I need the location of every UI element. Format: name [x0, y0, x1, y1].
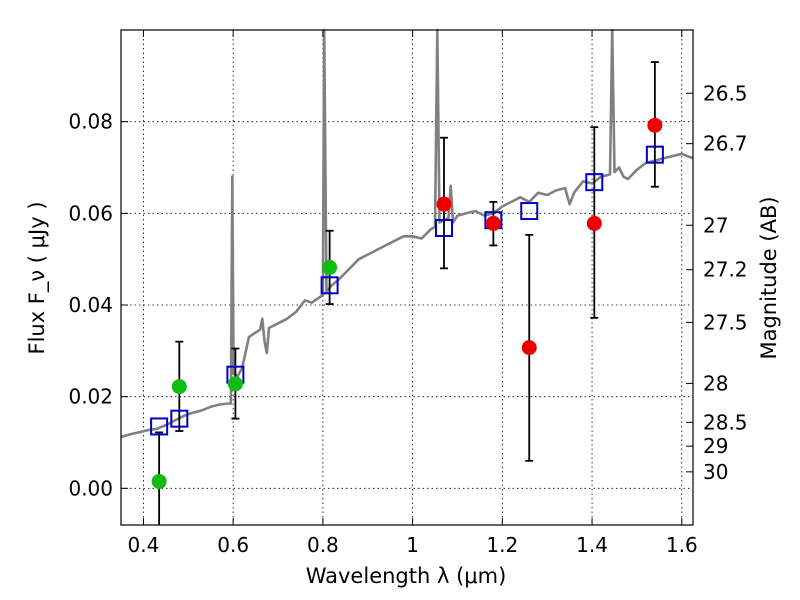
y-tick-label: 0.00 — [68, 476, 113, 500]
mag-tick-label: 27.2 — [703, 258, 748, 282]
y-axis-right-label: Magnitude (AB) — [757, 196, 781, 359]
mag-tick-label: 27.5 — [703, 310, 748, 334]
x-tick-label: 0.4 — [128, 533, 160, 557]
green-point — [151, 473, 167, 489]
mag-tick-label: 27 — [703, 213, 728, 237]
x-tick-label: 0.6 — [217, 533, 249, 557]
plot-frame — [120, 29, 694, 526]
x-tick-label: 0.8 — [307, 533, 339, 557]
mag-tick-label: 30 — [703, 460, 728, 484]
y-tick-label: 0.06 — [68, 201, 113, 225]
model-square — [150, 417, 169, 436]
model-square — [585, 173, 604, 192]
mag-tick-label: 28 — [703, 371, 728, 395]
red-point — [586, 215, 602, 231]
x-tick-label: 1.2 — [486, 533, 518, 557]
model-square — [645, 145, 664, 164]
model-square — [320, 276, 339, 295]
model-square — [520, 202, 539, 221]
x-tick-label: 1.4 — [576, 533, 608, 557]
red-point — [436, 196, 452, 212]
model-square — [170, 409, 189, 428]
markers — [150, 61, 664, 525]
y-tick-label: 0.04 — [68, 293, 113, 317]
mag-tick-label: 26.7 — [703, 132, 748, 156]
mag-tick-label: 28.5 — [703, 410, 748, 434]
grid — [121, 30, 693, 525]
x-tick-label: 1 — [406, 533, 419, 557]
green-point — [322, 259, 338, 275]
red-point — [485, 215, 501, 231]
sed-curve — [120, 28, 694, 439]
model-square — [435, 219, 454, 237]
green-point — [227, 376, 243, 392]
red-point — [647, 117, 663, 133]
sed-line — [120, 28, 694, 439]
axis-ticks: 0.4 0.6 0.8 1 1.2 1.4 1.6 0.00 0.02 0.04 0.06 0.08 2… — [68, 30, 748, 557]
green-point — [171, 379, 187, 395]
y-tick-label: 0.02 — [68, 385, 113, 409]
x-tick-label: 1.6 — [666, 533, 698, 557]
red-point — [521, 340, 537, 356]
mag-tick-label: 29 — [703, 434, 728, 458]
x-axis-label: Wavelength λ (μm) — [306, 564, 507, 588]
y-axis-label: Flux F_ν ( μJy ) — [25, 201, 50, 354]
mag-tick-label: 26.5 — [703, 81, 748, 105]
y-tick-label: 0.08 — [68, 110, 113, 134]
